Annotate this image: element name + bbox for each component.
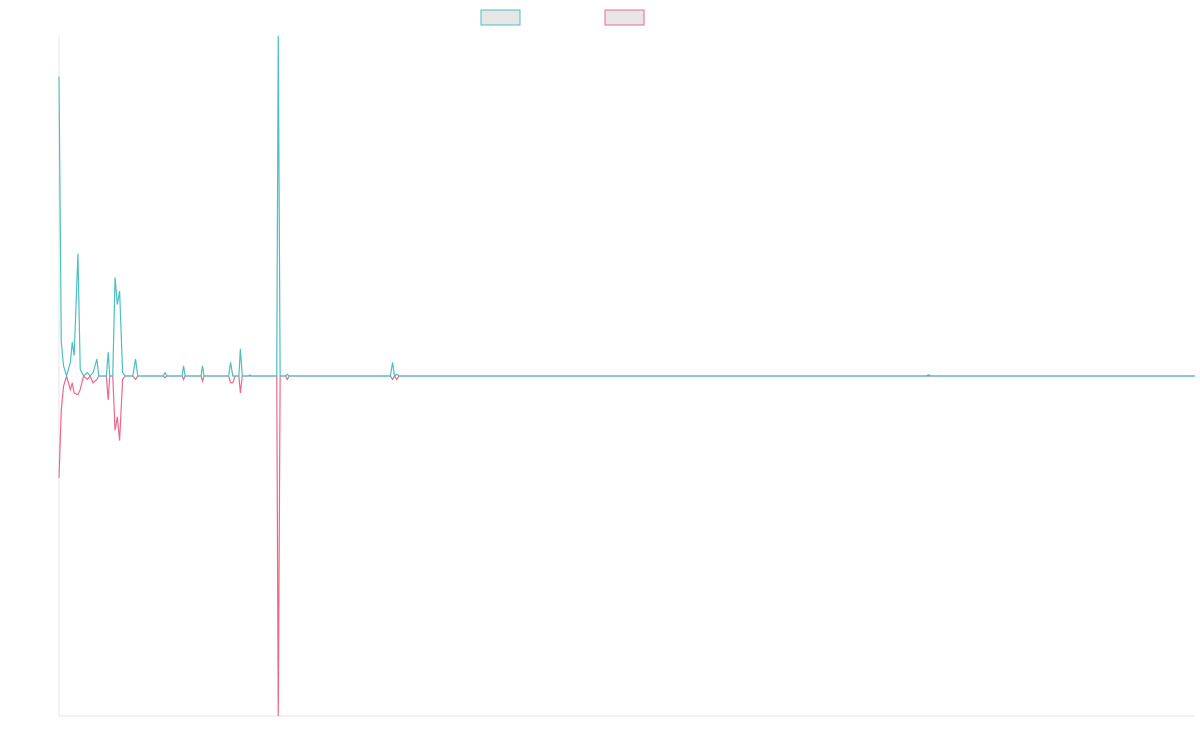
series-line-1	[58, 35, 1195, 379]
legend-swatch-2[interactable]	[604, 9, 645, 26]
legend-swatch-1[interactable]	[480, 9, 521, 26]
chart-axes	[58, 36, 1195, 717]
legend	[480, 9, 645, 26]
series-line-2	[58, 373, 1195, 717]
plot-area	[58, 35, 1195, 717]
